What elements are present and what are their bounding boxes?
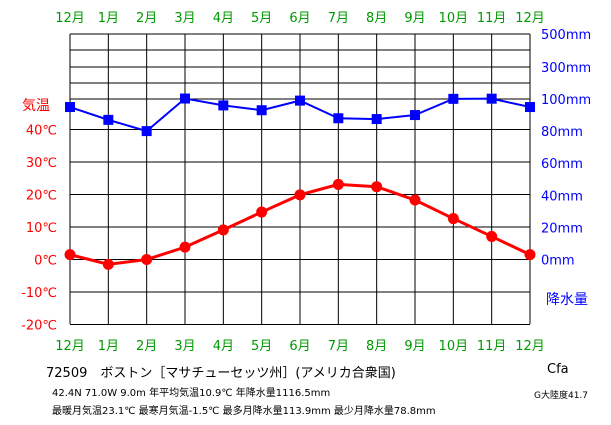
precipitation-tick-label: 500mm — [541, 28, 591, 43]
precipitation-tick-label: 60mm — [541, 157, 583, 172]
month-label-bottom: 1月 — [98, 339, 119, 354]
precipitation-point — [180, 93, 190, 104]
month-label-bottom: 6月 — [289, 339, 310, 354]
continentality-index: G大陸度41.7 — [534, 391, 589, 401]
temperature-point — [294, 189, 306, 201]
month-label-bottom: 12月 — [55, 339, 85, 354]
temperature-point — [447, 213, 459, 225]
precipitation-tick-label: 0mm — [541, 254, 575, 269]
station-title: 72509 ボストン［マサチューセッツ州］(アメリカ合衆国) — [46, 366, 396, 381]
temperature-tick-label: 10℃ — [26, 221, 57, 236]
month-label-bottom: 8月 — [366, 339, 387, 354]
month-label-top: 7月 — [328, 11, 349, 26]
temperature-tick-label: -10℃ — [21, 286, 57, 301]
temperature-tick-label: -20℃ — [21, 319, 57, 334]
precipitation-point — [141, 126, 152, 137]
month-label-bottom: 3月 — [174, 339, 195, 354]
precipitation-point — [295, 95, 305, 106]
precipitation-tick-label: 100mm — [541, 93, 591, 108]
month-label-top: 10月 — [439, 11, 469, 26]
precipitation-tick-label: 40mm — [541, 189, 583, 204]
temperature-tick-label: 20℃ — [26, 189, 57, 204]
precipitation-point — [448, 93, 459, 104]
temperature-point — [102, 258, 114, 270]
station-stats-line2: 最暖月気温23.1℃ 最寒月気温-1.5℃ 最多月降水量113.9mm 最少月降… — [52, 406, 436, 417]
temperature-point — [524, 249, 536, 261]
month-label-top: 4月 — [213, 11, 234, 26]
month-label-top: 5月 — [251, 11, 272, 26]
temperature-tick-label: 30℃ — [26, 156, 57, 171]
month-label-top: 9月 — [404, 11, 425, 26]
precipitation-point — [371, 114, 382, 125]
precipitation-point — [410, 110, 420, 121]
month-label-top: 12月 — [55, 11, 85, 26]
temperature-point — [486, 230, 498, 242]
month-label-top: 3月 — [174, 11, 195, 26]
precipitation-tick-label: 80mm — [541, 125, 583, 140]
precipitation-point — [525, 102, 535, 113]
temperature-point — [179, 241, 191, 253]
month-label-bottom: 4月 — [213, 339, 234, 354]
precipitation-tick-label: 20mm — [541, 221, 583, 236]
temperature-axis-label: 気温 — [22, 98, 50, 114]
month-label-bottom: 12月 — [515, 339, 545, 354]
precipitation-tick-label: 300mm — [541, 61, 591, 76]
precipitation-point — [333, 113, 344, 124]
temperature-point — [409, 194, 421, 206]
temperature-tick-label: 0℃ — [34, 254, 57, 269]
month-label-bottom: 11月 — [477, 339, 507, 354]
temperature-point — [141, 254, 153, 265]
temperature-point — [256, 206, 268, 218]
temperature-point — [217, 224, 229, 236]
precipitation-point — [65, 102, 75, 113]
month-label-bottom: 7月 — [328, 339, 349, 354]
temperature-point — [64, 249, 76, 261]
precipitation-point — [486, 93, 497, 104]
month-label-bottom: 9月 — [404, 339, 425, 354]
temperature-tick-label: 40℃ — [26, 124, 57, 139]
temperature-point — [371, 181, 383, 193]
month-label-bottom: 2月 — [136, 339, 157, 354]
month-label-top: 1月 — [98, 11, 119, 26]
temperature-point — [332, 178, 344, 190]
precipitation-point — [103, 114, 114, 125]
month-label-top: 11月 — [477, 11, 507, 26]
month-label-top: 12月 — [515, 11, 545, 26]
month-label-top: 6月 — [289, 11, 310, 26]
precipitation-point — [256, 105, 267, 116]
climate-classification: Cfa — [547, 362, 569, 377]
month-label-bottom: 5月 — [251, 339, 272, 354]
precipitation-axis-label: 降水量 — [546, 292, 588, 308]
month-label-top: 8月 — [366, 11, 387, 26]
month-label-top: 2月 — [136, 11, 157, 26]
precipitation-point — [218, 100, 229, 111]
month-label-bottom: 10月 — [439, 339, 469, 354]
station-stats-line1: 42.4N 71.0W 9.0m 年平均気温10.9℃ 年降水量1116.5mm — [52, 388, 331, 399]
